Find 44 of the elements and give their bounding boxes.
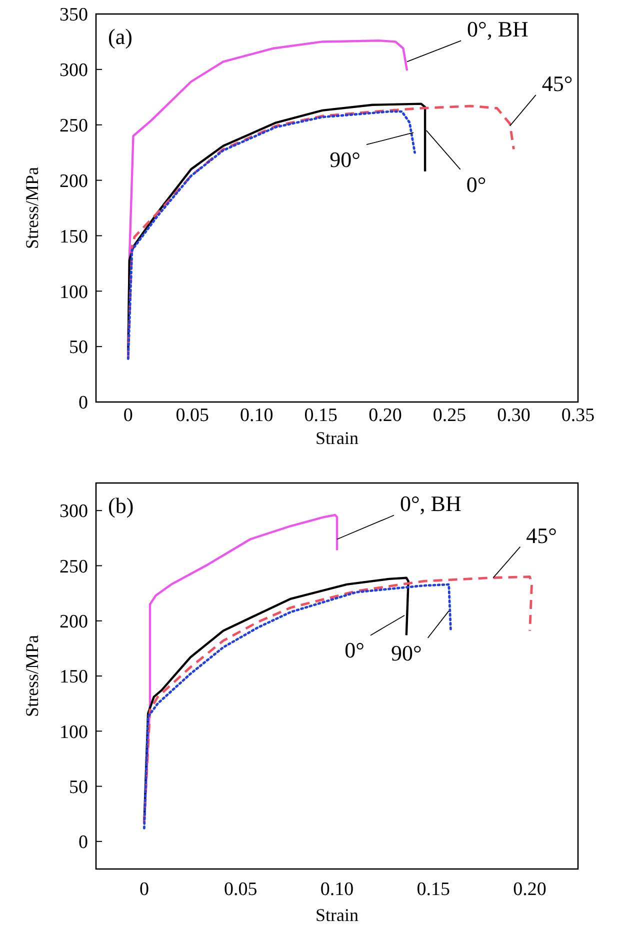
x-tick-label: 0.25 (432, 405, 466, 426)
y-tick-label: 250 (60, 556, 88, 578)
y-axis-title: Stress/MPa (22, 634, 42, 718)
y-axis-title: Stress/MPa (22, 166, 42, 250)
x-tick-label: 0.15 (304, 405, 338, 426)
x-tick-label: 0.35 (561, 405, 595, 426)
x-tick-label: 0.10 (240, 405, 274, 426)
x-tick-label: 0.05 (224, 879, 258, 900)
annotation: 90° (391, 640, 422, 666)
y-tick-label: 250 (60, 116, 88, 137)
line-series (143, 583, 452, 830)
annotation: 0° (466, 172, 486, 197)
x-tick-label: 0.30 (497, 405, 530, 426)
y-tick-label: 150 (60, 666, 88, 688)
x-tick-label: 0.05 (176, 405, 210, 426)
y-tick-label: 200 (60, 170, 88, 192)
x-tick-label: 0 (139, 879, 149, 900)
x-tick-label: 0.10 (320, 879, 354, 900)
y-tick-label: 300 (60, 60, 88, 82)
annotation: 45° (542, 70, 573, 96)
annotation: (b) (108, 493, 134, 518)
y-tick-label: 100 (60, 722, 88, 743)
x-tick-label: 0.20 (368, 405, 402, 426)
y-tick-label: 300 (60, 501, 88, 522)
annotation: 90° (330, 147, 360, 172)
line-series (143, 576, 533, 824)
y-tick-label: 350 (60, 4, 88, 26)
y-tick-label: 0 (78, 832, 88, 854)
line-series (126, 104, 515, 360)
x-axis-title: Strain (316, 905, 358, 925)
y-tick-label: 100 (60, 282, 88, 303)
y-tick-label: 50 (69, 776, 88, 798)
y-tick-label: 200 (60, 612, 88, 633)
annotation: 45° (526, 522, 557, 548)
x-tick-label: 0 (123, 405, 133, 426)
annotation: (a) (108, 24, 132, 49)
x-tick-label: 0.20 (513, 879, 546, 900)
x-axis-title: Strain (316, 428, 358, 448)
x-tick-label: 0.15 (416, 879, 450, 900)
annotation: 0°, BH (400, 491, 462, 516)
y-tick-label: 50 (69, 337, 88, 358)
y-tick-label: 150 (60, 226, 88, 248)
annotation: 0° (344, 638, 364, 663)
annotation: 0°, BH (467, 16, 529, 42)
